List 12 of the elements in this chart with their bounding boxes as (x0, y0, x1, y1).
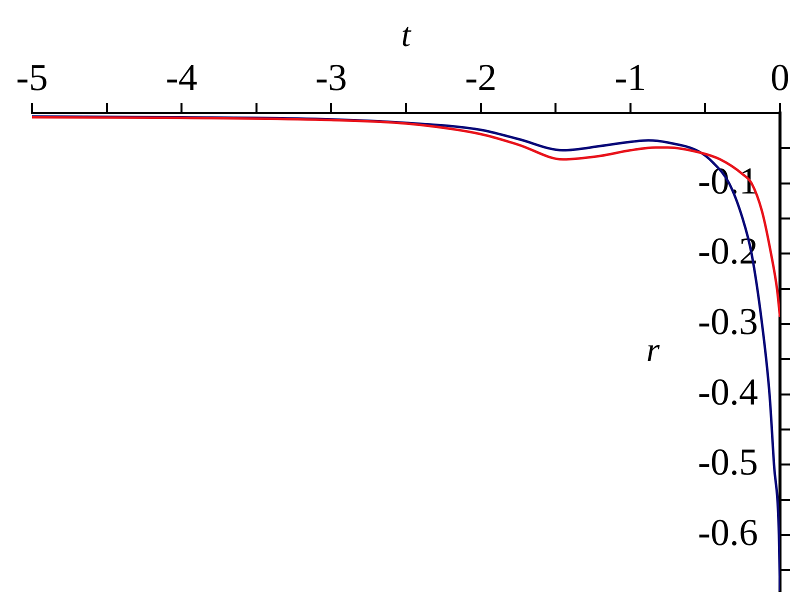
x-tick-label: -4 (166, 57, 198, 100)
y-tick-label: -0.5 (698, 442, 758, 484)
y-tick-label: -0.4 (698, 371, 758, 414)
x-tick-label: -1 (614, 57, 646, 100)
x-tick-label: -3 (315, 57, 348, 100)
x-tick-label: -5 (16, 57, 48, 100)
y-tick-label: -0.3 (698, 300, 758, 343)
y-tick-label: -0.6 (698, 512, 758, 554)
x-tick-label: -2 (464, 57, 497, 100)
y-axis-title: r (646, 332, 660, 370)
x-tick-label: 0 (770, 57, 790, 100)
x-axis-title: t (401, 16, 412, 54)
